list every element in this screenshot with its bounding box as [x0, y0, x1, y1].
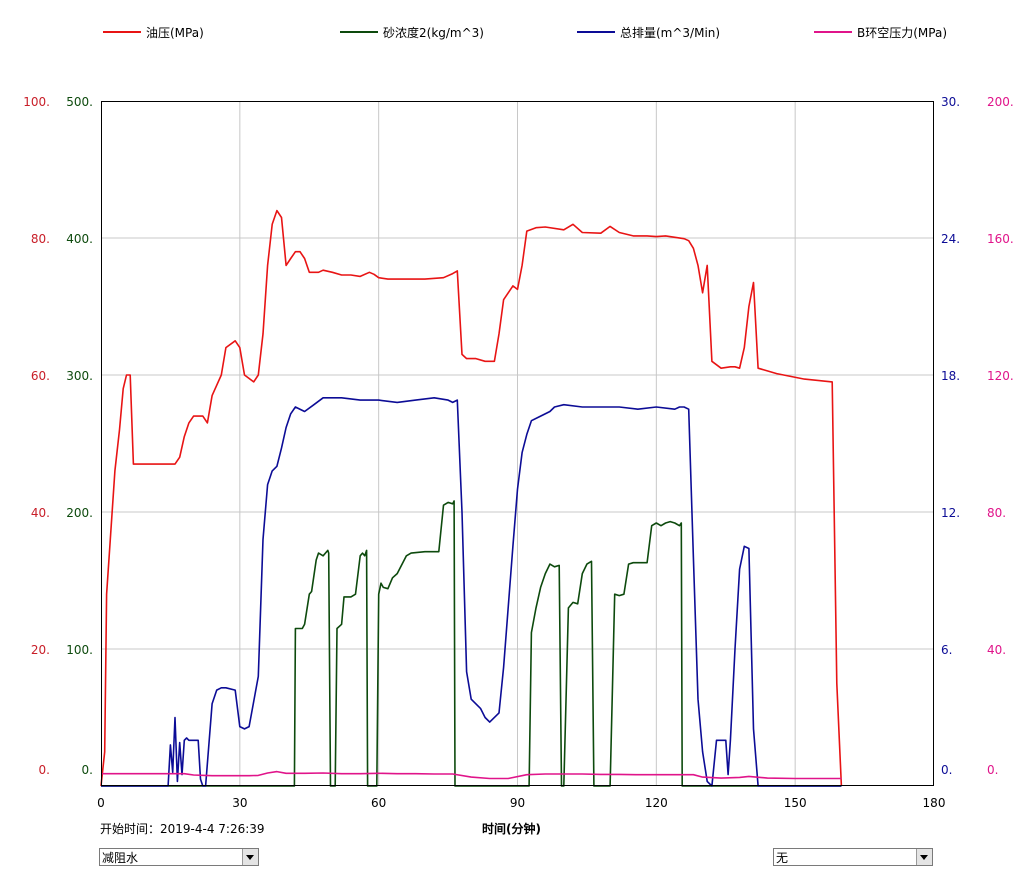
axis-tick-labels: 0. 20. 40. 60. 80. 100. 0. 100. 200. 300. 400. 500.…	[23, 95, 1013, 777]
y-tick-label-axis-2: 400.	[66, 232, 93, 246]
chevron-down-icon[interactable]	[916, 849, 932, 865]
y-tick-label-axis-3: 12.	[941, 506, 960, 520]
x-tick-label: 90	[510, 796, 525, 810]
series-line-4	[101, 770, 842, 780]
y-tick-label-axis-4: 120.	[987, 369, 1014, 383]
legend-label: 砂浓度2(kg/m^3)	[383, 25, 484, 40]
y-tick-label-axis-3: 24.	[941, 232, 960, 246]
y-tick-label-axis-4: 200.	[987, 95, 1014, 109]
y-tick-label-axis-1: 40.	[31, 506, 50, 520]
x-tick-label: 150	[784, 796, 807, 810]
legend-label: 油压(MPa)	[146, 26, 204, 40]
x-tick-label: 180	[923, 796, 946, 810]
x-tick-label: 60	[371, 796, 386, 810]
y-tick-label-axis-2: 0.	[82, 763, 93, 777]
secondary-select[interactable]: 无	[773, 848, 933, 866]
x-tick-label: 0	[97, 796, 105, 810]
legend-label: B环空压力(MPa)	[857, 26, 947, 40]
y-tick-label-axis-4: 0.	[987, 763, 998, 777]
series-line-1	[100, 209, 843, 787]
y-tick-label-axis-1: 80.	[31, 232, 50, 246]
fluid-type-select[interactable]: 减阻水	[99, 848, 259, 866]
y-tick-label-axis-3: 0.	[941, 763, 952, 777]
chevron-down-icon[interactable]	[242, 849, 258, 865]
y-tick-label-axis-3: 30.	[941, 95, 960, 109]
y-tick-label-axis-4: 80.	[987, 506, 1006, 520]
x-tick-label: 30	[232, 796, 247, 810]
y-tick-label-axis-2: 200.	[66, 506, 93, 520]
fluid-type-value: 减阻水	[102, 851, 139, 865]
y-tick-label-axis-1: 60.	[31, 369, 50, 383]
y-tick-label-axis-1: 20.	[31, 643, 50, 657]
x-axis-title: 时间(分钟)	[482, 822, 541, 836]
legend-label: 总排量(m^3/Min)	[620, 26, 720, 40]
plot-border	[101, 101, 934, 786]
series-line-3	[101, 396, 842, 787]
y-tick-label-axis-4: 160.	[987, 232, 1014, 246]
start-time-label: 开始时间：2019-4-4 7:26:39	[100, 822, 265, 836]
grid-lines	[101, 101, 934, 786]
y-tick-label-axis-1: 100.	[23, 95, 50, 109]
y-tick-label-axis-2: 300.	[66, 369, 93, 383]
y-tick-label-axis-3: 6.	[941, 643, 952, 657]
y-tick-label-axis-3: 18.	[941, 369, 960, 383]
y-tick-label-axis-2: 500.	[66, 95, 93, 109]
y-tick-label-axis-4: 40.	[987, 643, 1006, 657]
y-tick-label-axis-2: 100.	[66, 643, 93, 657]
x-tick-label: 120	[645, 796, 668, 810]
y-tick-label-axis-1: 0.	[39, 763, 50, 777]
secondary-select-value: 无	[776, 851, 789, 865]
legend: 油压(MPa) 砂浓度2(kg/m^3) 总排量(m^3/Min) B环空压力(MPa…	[103, 25, 947, 40]
x-axis-ticks: 0 30 60 90 120 150 180	[97, 796, 945, 810]
